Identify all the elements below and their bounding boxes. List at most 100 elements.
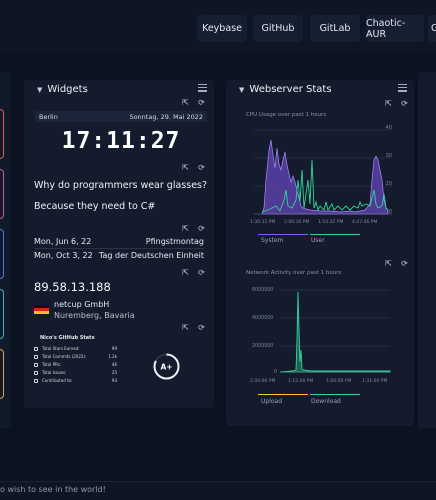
edge-card[interactable]	[0, 349, 4, 399]
legend-user[interactable]: User	[311, 237, 325, 244]
webserver-panel: ▼ Webserver Stats	[226, 80, 414, 426]
chevron-down-icon: ▼	[239, 85, 245, 94]
github-stat-row: Total PRs: 46	[33, 361, 117, 369]
link-chaotic-aur[interactable]: Chaotic-AUR	[366, 15, 424, 42]
stat-label: Total Stars Earned:	[42, 346, 80, 351]
stat-label: Contributed to:	[42, 378, 73, 383]
refresh-icon[interactable]: ⟳	[401, 259, 408, 268]
net-download-area	[279, 291, 391, 373]
cpu-x-tick: 1:54:32 PM	[318, 219, 343, 225]
cpu-x-tick: 4:47:46 PM	[352, 219, 377, 225]
clock-tools: ⇱ ⟳	[181, 98, 206, 107]
net-x-tick: 1:12:00 PM	[288, 378, 313, 384]
github-stat-row: Total Commits (2022): 1.2k	[33, 353, 117, 361]
open-external-icon[interactable]: ⇱	[182, 224, 189, 233]
refresh-icon[interactable]: ⟳	[198, 268, 205, 277]
open-external-icon[interactable]: ⇱	[182, 98, 189, 107]
holiday-name: Pfingstmontag	[145, 237, 204, 246]
holiday-name: Tag der Deutschen Einheit	[98, 251, 204, 260]
joke-punchline: Because they need to C#	[34, 201, 156, 212]
widgets-header: ▼ Widgets	[24, 80, 214, 102]
cpu-user-line	[261, 159, 389, 213]
widgets-collapse-toggle[interactable]: ▼ Widgets	[37, 84, 88, 95]
edge-card[interactable]	[0, 169, 4, 219]
edge-card[interactable]	[0, 289, 4, 339]
joke-tools: ⇱ ⟳	[181, 163, 206, 172]
holiday-date: Mon, Oct 3, 22	[34, 251, 93, 260]
clock-time: 17:11:27	[61, 128, 181, 154]
clock-widget: Berlin Sonntag, 29. Mai 2022 17:11:27	[35, 111, 207, 156]
cpu-chart-caption: CPU Usage over past 1 hours	[246, 112, 327, 118]
cpu-x-tick: 1:30:31 PM	[250, 219, 275, 225]
cpu-y-tick: 40	[386, 125, 392, 131]
menu-icon[interactable]	[198, 84, 207, 93]
github-stats-card: Nico's GitHub Stats Total Stars Earned: …	[33, 335, 203, 395]
legend-line-system	[258, 234, 308, 235]
open-external-icon[interactable]: ⇱	[182, 323, 189, 332]
net-y-tick: 4000000	[252, 315, 273, 321]
cpu-tools: ⇱ ⟳	[384, 99, 409, 108]
net-y-tick: 6000000	[252, 287, 273, 293]
refresh-icon[interactable]: ⟳	[198, 224, 205, 233]
repo-icon	[34, 378, 38, 383]
edge-card[interactable]	[0, 229, 4, 279]
edge-card[interactable]	[0, 109, 4, 159]
open-external-icon[interactable]: ⇱	[385, 99, 392, 108]
legend-line-user	[310, 234, 360, 235]
github-grade-ring: A+	[153, 353, 180, 380]
stat-label: Total Commits (2022):	[42, 354, 87, 359]
github-stat-row: Total Stars Earned: 99	[33, 345, 117, 353]
link-keybase[interactable]: Keybase	[197, 15, 247, 42]
star-icon	[34, 346, 38, 351]
stat-value: 25	[111, 370, 117, 375]
stat-value: 1.2k	[108, 354, 117, 359]
net-y-tick: 0	[274, 369, 277, 375]
legend-system[interactable]: System	[261, 237, 284, 244]
refresh-icon[interactable]: ⟳	[198, 323, 205, 332]
holiday-date: Mon, Jun 6, 22	[34, 237, 92, 246]
link-github[interactable]: GitHub	[253, 15, 303, 42]
stat-value: 93	[111, 378, 117, 383]
cpu-y-tick: 10	[386, 209, 392, 215]
stat-value: 99	[111, 346, 117, 351]
divider	[34, 248, 204, 249]
refresh-icon[interactable]: ⟳	[198, 163, 205, 172]
joke-setup: Why do programmers wear glasses?	[34, 180, 208, 191]
cpu-system-area	[261, 139, 389, 215]
menu-icon[interactable]	[398, 84, 407, 93]
footer: o wish to see in the world!	[0, 481, 436, 500]
ip-isp: netcup GmbH	[54, 300, 110, 309]
net-x-tick: 1:00:00 PM	[326, 378, 351, 384]
ip-location: Nuremberg, Bavaria	[54, 311, 135, 320]
github-stats-title: Nico's GitHub Stats	[40, 335, 95, 341]
refresh-icon[interactable]: ⟳	[401, 99, 408, 108]
legend-download[interactable]: Download	[311, 398, 341, 405]
github-stat-row: Contributed to: 93	[33, 377, 117, 385]
open-external-icon[interactable]: ⇱	[385, 259, 392, 268]
legend-upload[interactable]: Upload	[261, 398, 283, 405]
legend-line-download	[310, 394, 360, 395]
webserver-collapse-toggle[interactable]: ▼ Webserver Stats	[239, 84, 332, 95]
legend-line-upload	[258, 394, 308, 395]
link-partial[interactable]: G	[428, 15, 436, 42]
cpu-chart: 40 30 20 10 1:30:31 PM 2:00:16 PM 1:54:3…	[250, 125, 392, 225]
issue-icon	[34, 370, 38, 375]
network-chart: 6000000 4000000 2000000 0 2:00:06 PM 1:1…	[250, 287, 391, 384]
ip-address: 89.58.13.188	[34, 280, 111, 294]
pull-request-icon	[34, 362, 38, 367]
link-gitlab[interactable]: GitLab	[310, 15, 360, 42]
open-external-icon[interactable]: ⇱	[182, 268, 189, 277]
stat-value: 46	[111, 362, 117, 367]
refresh-icon[interactable]: ⟳	[198, 98, 205, 107]
webserver-header: ▼ Webserver Stats	[226, 80, 414, 102]
widgets-panel: ▼ Widgets	[24, 80, 214, 408]
commit-icon	[34, 354, 38, 359]
clock-date: Sonntag, 29. Mai 2022	[129, 113, 203, 121]
open-external-icon[interactable]: ⇱	[182, 163, 189, 172]
net-x-tick: 2:00:06 PM	[250, 378, 275, 384]
clock-header: Berlin Sonntag, 29. Mai 2022	[35, 111, 207, 122]
net-chart-caption: Network Activity over past 1 hours	[246, 270, 342, 276]
stat-label: Total Issues:	[42, 370, 67, 375]
github-grade: A+	[160, 363, 172, 372]
germany-flag-icon	[34, 305, 49, 314]
